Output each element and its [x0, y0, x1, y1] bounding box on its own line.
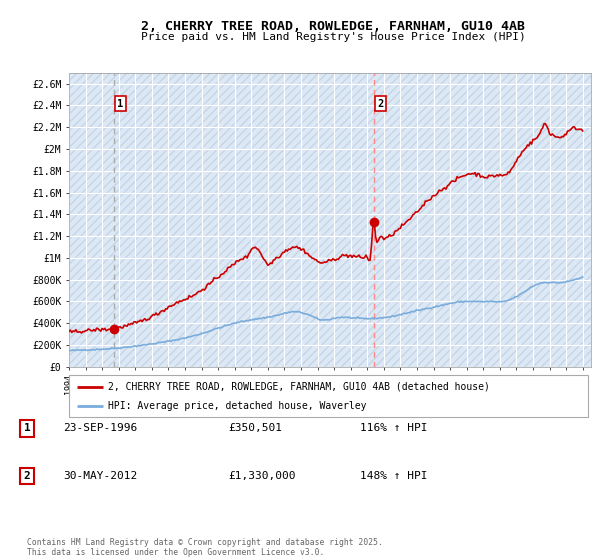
Text: Contains HM Land Registry data © Crown copyright and database right 2025.
This d: Contains HM Land Registry data © Crown c… [27, 538, 383, 557]
FancyBboxPatch shape [69, 375, 588, 417]
Text: £350,501: £350,501 [228, 423, 282, 433]
Text: Price paid vs. HM Land Registry's House Price Index (HPI): Price paid vs. HM Land Registry's House … [140, 32, 526, 43]
Text: 1: 1 [117, 99, 124, 109]
Text: 2: 2 [377, 99, 383, 109]
Text: 2, CHERRY TREE ROAD, ROWLEDGE, FARNHAM, GU10 4AB (detached house): 2, CHERRY TREE ROAD, ROWLEDGE, FARNHAM, … [108, 381, 490, 391]
Text: 30-MAY-2012: 30-MAY-2012 [63, 471, 137, 481]
Text: £1,330,000: £1,330,000 [228, 471, 296, 481]
Text: 2: 2 [23, 471, 31, 481]
Text: 116% ↑ HPI: 116% ↑ HPI [360, 423, 427, 433]
Text: 2, CHERRY TREE ROAD, ROWLEDGE, FARNHAM, GU10 4AB: 2, CHERRY TREE ROAD, ROWLEDGE, FARNHAM, … [141, 20, 525, 32]
Text: 23-SEP-1996: 23-SEP-1996 [63, 423, 137, 433]
Text: 1: 1 [23, 423, 31, 433]
Text: 148% ↑ HPI: 148% ↑ HPI [360, 471, 427, 481]
Text: HPI: Average price, detached house, Waverley: HPI: Average price, detached house, Wave… [108, 401, 367, 411]
